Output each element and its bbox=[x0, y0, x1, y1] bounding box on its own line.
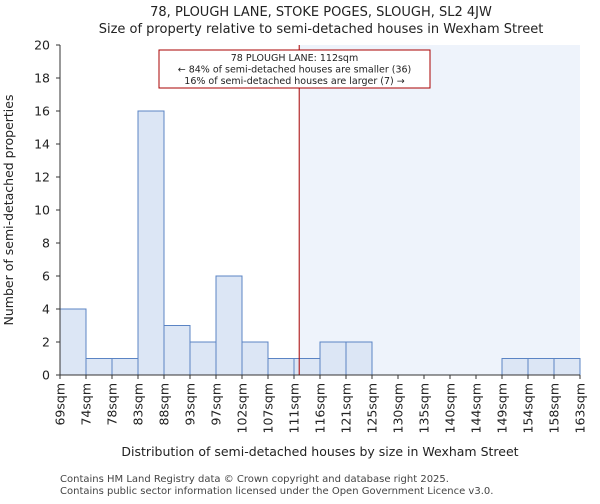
highlight-region bbox=[299, 45, 580, 375]
x-tick-label-149sqm: 149sqm bbox=[495, 383, 510, 433]
footer-line-1: Contains HM Land Registry data © Crown c… bbox=[60, 474, 449, 485]
y-tick-label-16: 16 bbox=[34, 104, 50, 119]
y-axis-label: Number of semi-detached properties bbox=[1, 95, 16, 326]
x-tick-label-111sqm: 111sqm bbox=[287, 383, 302, 433]
annotation-line-1: 78 PLOUGH LANE: 112sqm bbox=[231, 53, 358, 64]
x-tick-label-144sqm: 144sqm bbox=[469, 383, 484, 433]
bar-149sqm bbox=[501, 358, 529, 376]
bar-97sqm bbox=[215, 275, 243, 376]
x-tick-label-88sqm: 88sqm bbox=[157, 383, 172, 426]
bar-83sqm bbox=[137, 110, 165, 376]
x-tick-label-130sqm: 130sqm bbox=[391, 383, 406, 433]
chart-title: 78, PLOUGH LANE, STOKE POGES, SLOUGH, SL… bbox=[150, 5, 492, 20]
y-tick-label-20: 20 bbox=[34, 38, 50, 53]
footer-line-2: Contains public sector information licen… bbox=[60, 486, 493, 497]
x-tick-label-69sqm: 69sqm bbox=[53, 383, 68, 426]
x-tick-label-107sqm: 107sqm bbox=[261, 383, 276, 433]
x-tick-label-140sqm: 140sqm bbox=[443, 383, 458, 433]
x-tick-label-97sqm: 97sqm bbox=[209, 383, 224, 426]
bar-78sqm bbox=[111, 358, 139, 376]
x-axis-label: Distribution of semi-detached houses by … bbox=[121, 444, 518, 459]
bar-111sqm bbox=[293, 358, 321, 376]
bar-102sqm bbox=[241, 341, 269, 376]
plot-area: 78 PLOUGH LANE: 112sqm← 84% of semi-deta… bbox=[34, 38, 587, 434]
bar-158sqm bbox=[553, 358, 581, 376]
chart-subtitle: Size of property relative to semi-detach… bbox=[99, 22, 544, 37]
x-tick-label-163sqm: 163sqm bbox=[573, 383, 588, 433]
x-tick-label-158sqm: 158sqm bbox=[547, 383, 562, 433]
x-tick-label-74sqm: 74sqm bbox=[79, 383, 94, 426]
annotation-box bbox=[158, 49, 431, 89]
bar-74sqm bbox=[85, 358, 113, 376]
x-tick-label-102sqm: 102sqm bbox=[235, 383, 250, 433]
x-tick-label-154sqm: 154sqm bbox=[521, 383, 536, 433]
y-tick-label-2: 2 bbox=[42, 335, 50, 350]
x-tick-label-83sqm: 83sqm bbox=[131, 383, 146, 426]
bar-116sqm bbox=[319, 341, 347, 376]
annotation-line-2: ← 84% of semi-detached houses are smalle… bbox=[178, 65, 412, 76]
annotation-line-3: 16% of semi-detached houses are larger (… bbox=[184, 76, 404, 87]
y-tick-label-8: 8 bbox=[42, 236, 50, 251]
y-tick-label-10: 10 bbox=[34, 203, 50, 218]
y-tick-label-14: 14 bbox=[34, 137, 50, 152]
x-tick-label-78sqm: 78sqm bbox=[105, 383, 120, 426]
bar-121sqm bbox=[345, 341, 373, 376]
bar-154sqm bbox=[527, 358, 555, 376]
bar-88sqm bbox=[163, 325, 191, 376]
y-tick-label-0: 0 bbox=[42, 368, 50, 383]
y-tick-label-6: 6 bbox=[42, 269, 50, 284]
x-tick-label-121sqm: 121sqm bbox=[339, 383, 354, 433]
y-tick-label-12: 12 bbox=[34, 170, 50, 185]
x-tick-label-93sqm: 93sqm bbox=[183, 383, 198, 426]
bar-107sqm bbox=[267, 358, 295, 376]
x-tick-label-125sqm: 125sqm bbox=[365, 383, 380, 433]
x-tick-label-135sqm: 135sqm bbox=[417, 383, 432, 433]
y-tick-label-18: 18 bbox=[34, 71, 50, 86]
x-tick-label-116sqm: 116sqm bbox=[313, 383, 328, 433]
bar-69sqm bbox=[59, 308, 87, 376]
bar-93sqm bbox=[189, 341, 217, 376]
y-tick-label-4: 4 bbox=[42, 302, 50, 317]
